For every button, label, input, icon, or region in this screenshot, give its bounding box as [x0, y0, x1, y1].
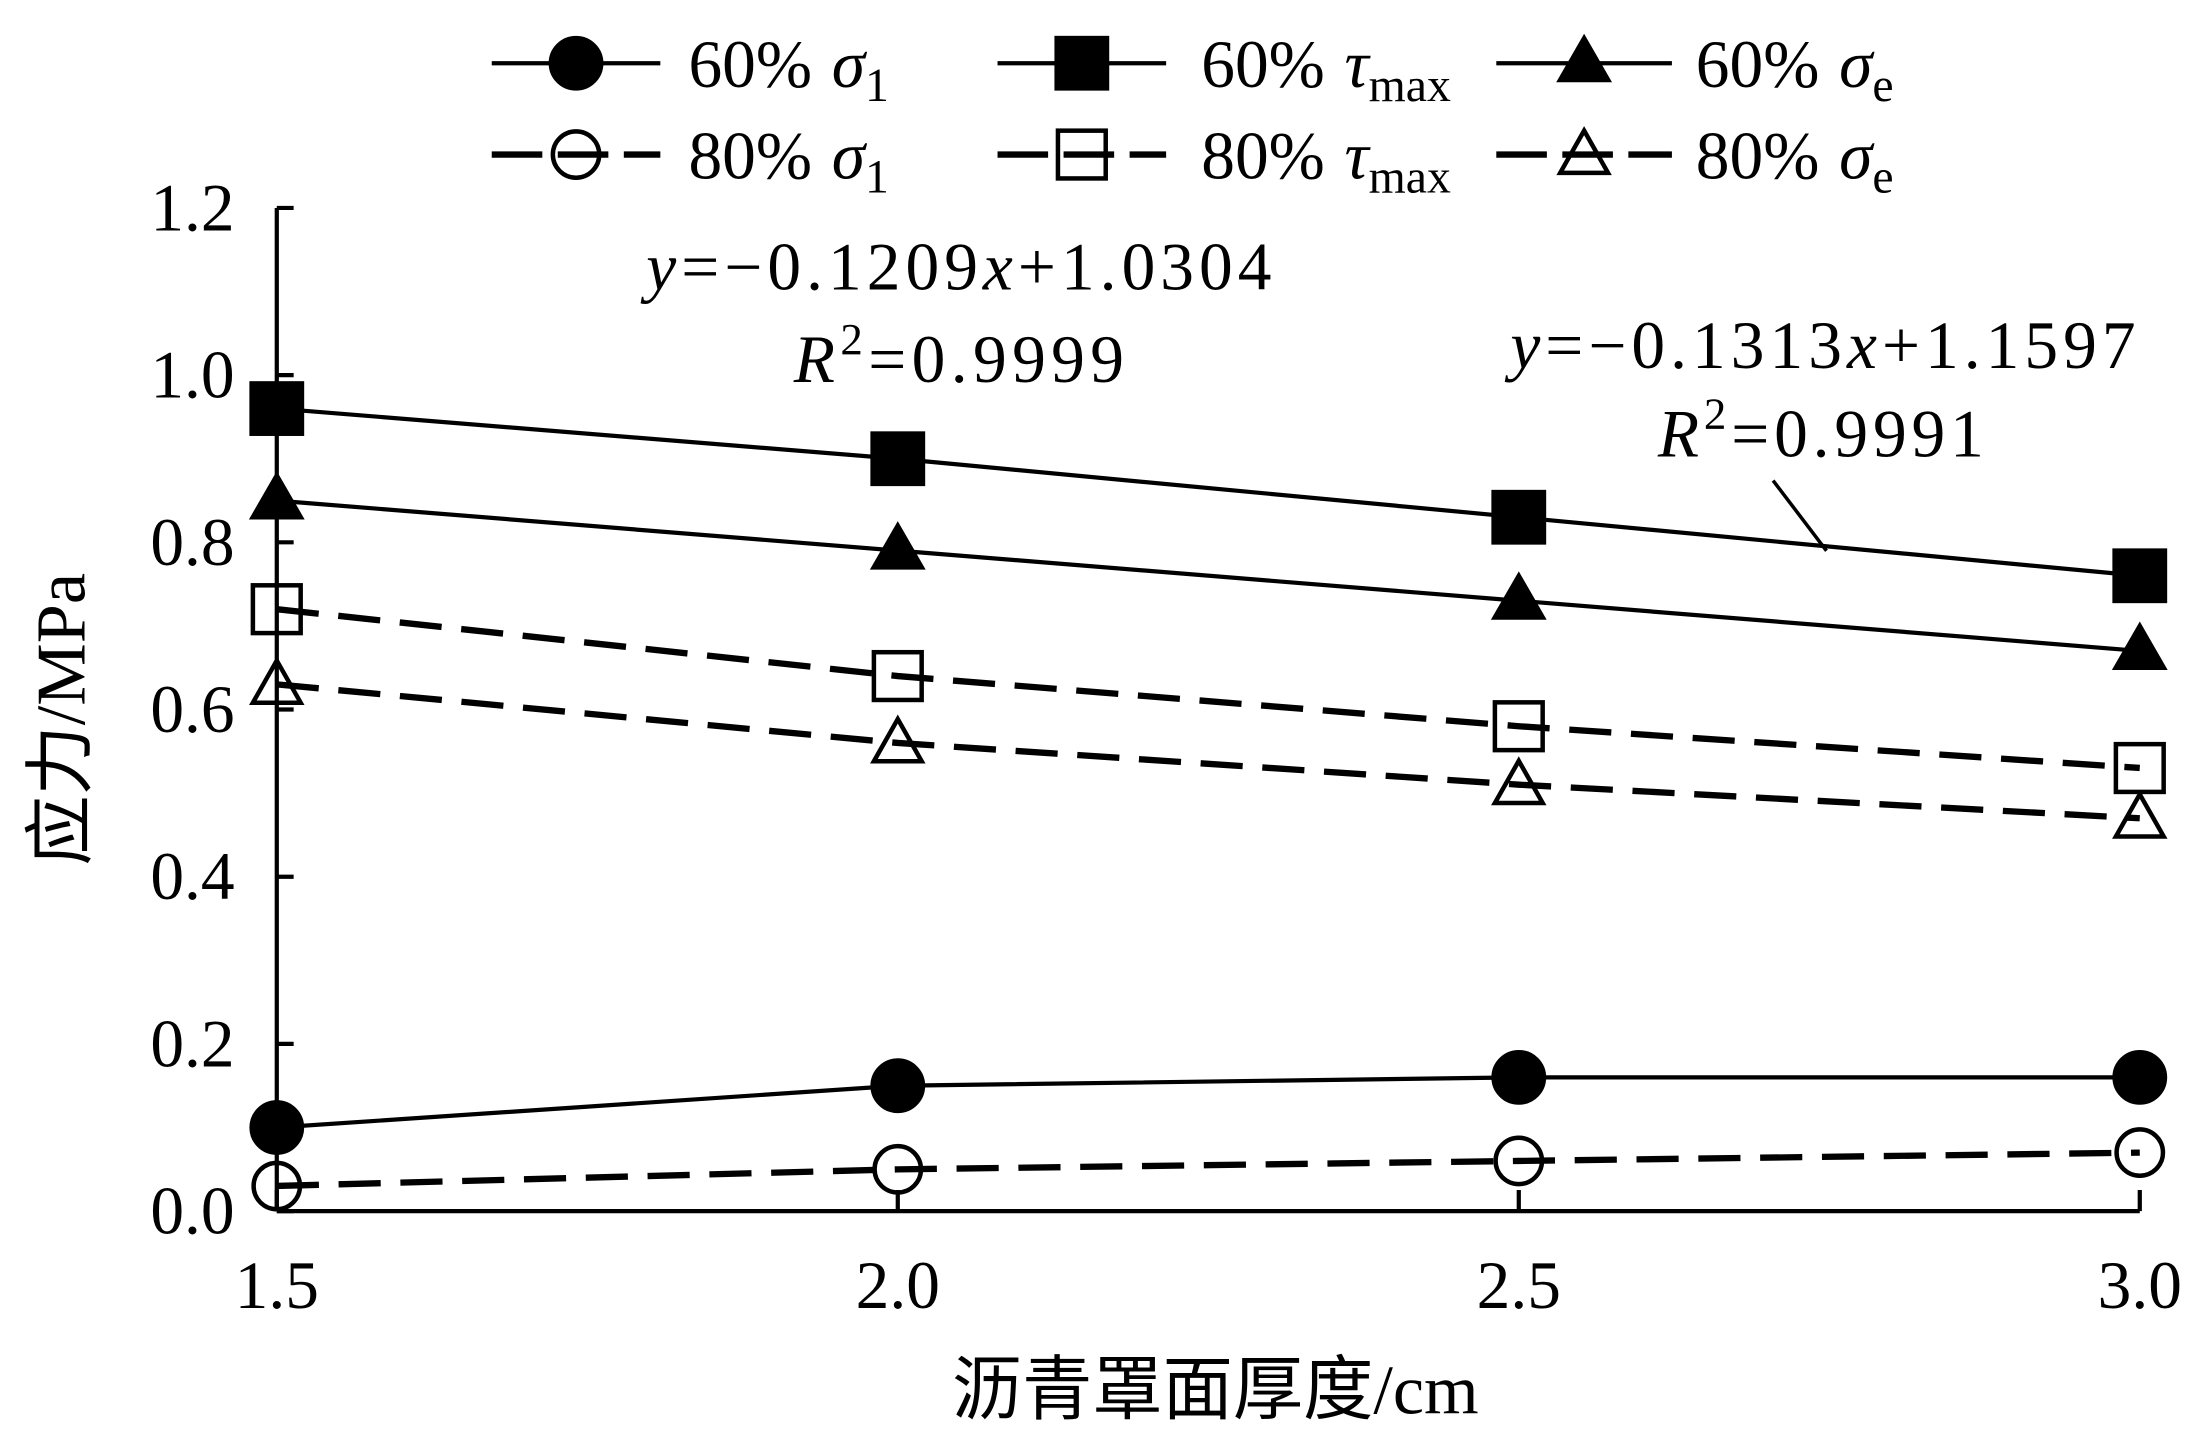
legend-label: 60% τmax	[1201, 27, 1451, 112]
legend-marker	[1556, 33, 1613, 83]
legend-entry-80pct-sigma-e: 80% σe	[1496, 118, 1894, 203]
series-line-80pct-tau-max	[276, 606, 2140, 772]
data-point	[2112, 1049, 2168, 1105]
legend-marker	[1054, 35, 1110, 91]
y-axis-title: 应力/MPa	[22, 573, 100, 866]
annotation-leader-line	[1771, 479, 1828, 552]
legend-entry-80pct-sigma-1: 80% σ1	[491, 118, 889, 203]
series-60pct-sigma-1	[249, 1049, 2168, 1155]
x-tick-label: 3.0	[2098, 1248, 2182, 1323]
data-point	[249, 381, 305, 436]
series-line-60pct-sigma-1	[276, 1075, 2140, 1130]
legend-marker	[550, 129, 602, 180]
series-line-80pct-sigma-1	[276, 1149, 2140, 1190]
data-point	[869, 521, 926, 570]
y-tick-label: 0.2	[150, 1006, 234, 1081]
data-point	[251, 1160, 303, 1212]
y-tick-label: 0.6	[150, 672, 234, 747]
x-axis-title: 沥青罩面厚度/cm	[952, 1351, 1479, 1429]
series-line-60pct-tau-max	[276, 406, 2140, 578]
legend-label: 60% σ1	[688, 27, 888, 112]
data-point	[2111, 621, 2168, 670]
series-80pct-tau-max	[250, 583, 2166, 795]
x-tick-label: 2.0	[856, 1248, 940, 1323]
legend: 60% σ1 60% τmax 60% σe 80% σ1 80% τmax 80% σe	[491, 27, 1894, 203]
series-60pct-tau-max	[249, 381, 2168, 604]
legend-marker	[548, 35, 604, 91]
data-point	[2112, 789, 2168, 839]
y-tick-label: 0.8	[150, 505, 234, 580]
trendline-r-squared-right: R 2 =0.9991	[1657, 389, 1984, 472]
legend-marker	[1556, 126, 1612, 176]
y-tick-label: 1.2	[150, 170, 234, 245]
data-point	[1491, 1049, 1547, 1105]
legend-label: 60% σe	[1696, 27, 1894, 112]
data-point	[870, 431, 926, 487]
y-tick-label: 1.0	[150, 338, 234, 413]
legend-entry-60pct-sigma-1: 60% σ1	[491, 27, 889, 112]
data-point	[1493, 1135, 1545, 1187]
data-point	[1491, 756, 1547, 806]
legend-entry-80pct-tau-max: 80% τmax	[997, 118, 1451, 203]
data-point	[870, 1058, 926, 1114]
legend-label: 80% σe	[1696, 118, 1894, 203]
legend-entry-60pct-sigma-e: 60% σe	[1496, 27, 1894, 112]
data-point	[2112, 548, 2168, 604]
trendline-equation-left: y =−0.1209 x +1.0304	[640, 229, 1271, 304]
axes: 0.0 0.2 0.4 0.6 0.8 1.0 1.2 1.5 2.0 2.5 3.0	[150, 170, 2182, 1323]
data-point	[248, 471, 305, 520]
plot-area	[248, 381, 2168, 1212]
data-point	[250, 583, 303, 636]
data-point	[1492, 700, 1545, 753]
y-tick-label: 0.4	[150, 839, 234, 914]
data-point	[1490, 571, 1547, 620]
legend-marker	[1055, 128, 1108, 181]
legend-label: 80% τmax	[1201, 118, 1451, 203]
annotations: y =−0.1209 x +1.0304 R 2 =0.9999 y =−0.1313 x +1…	[640, 229, 2136, 552]
trendline-equation-right: y =−0.1313 x +1.1597	[1504, 308, 2135, 383]
data-point	[2114, 1127, 2166, 1179]
y-tick-label: 0.0	[150, 1174, 234, 1249]
legend-label: 80% σ1	[688, 118, 888, 203]
series-line-60pct-sigma-e	[276, 498, 2140, 654]
series-line-80pct-sigma-e	[276, 681, 2140, 822]
data-point	[870, 714, 926, 764]
series-80pct-sigma-e	[249, 655, 2168, 839]
x-tick-label: 1.5	[235, 1248, 319, 1323]
x-tick-label: 2.5	[1477, 1248, 1561, 1323]
legend-entry-60pct-tau-max: 60% τmax	[997, 27, 1451, 112]
data-point	[249, 1100, 305, 1155]
data-point	[872, 1143, 924, 1195]
data-point	[1491, 489, 1547, 545]
trendline-r-squared-left: R 2 =0.9999	[793, 314, 1124, 397]
data-point	[871, 649, 924, 703]
series-60pct-sigma-e	[248, 471, 2168, 670]
series-80pct-sigma-1	[251, 1127, 2166, 1212]
data-point	[249, 655, 305, 705]
